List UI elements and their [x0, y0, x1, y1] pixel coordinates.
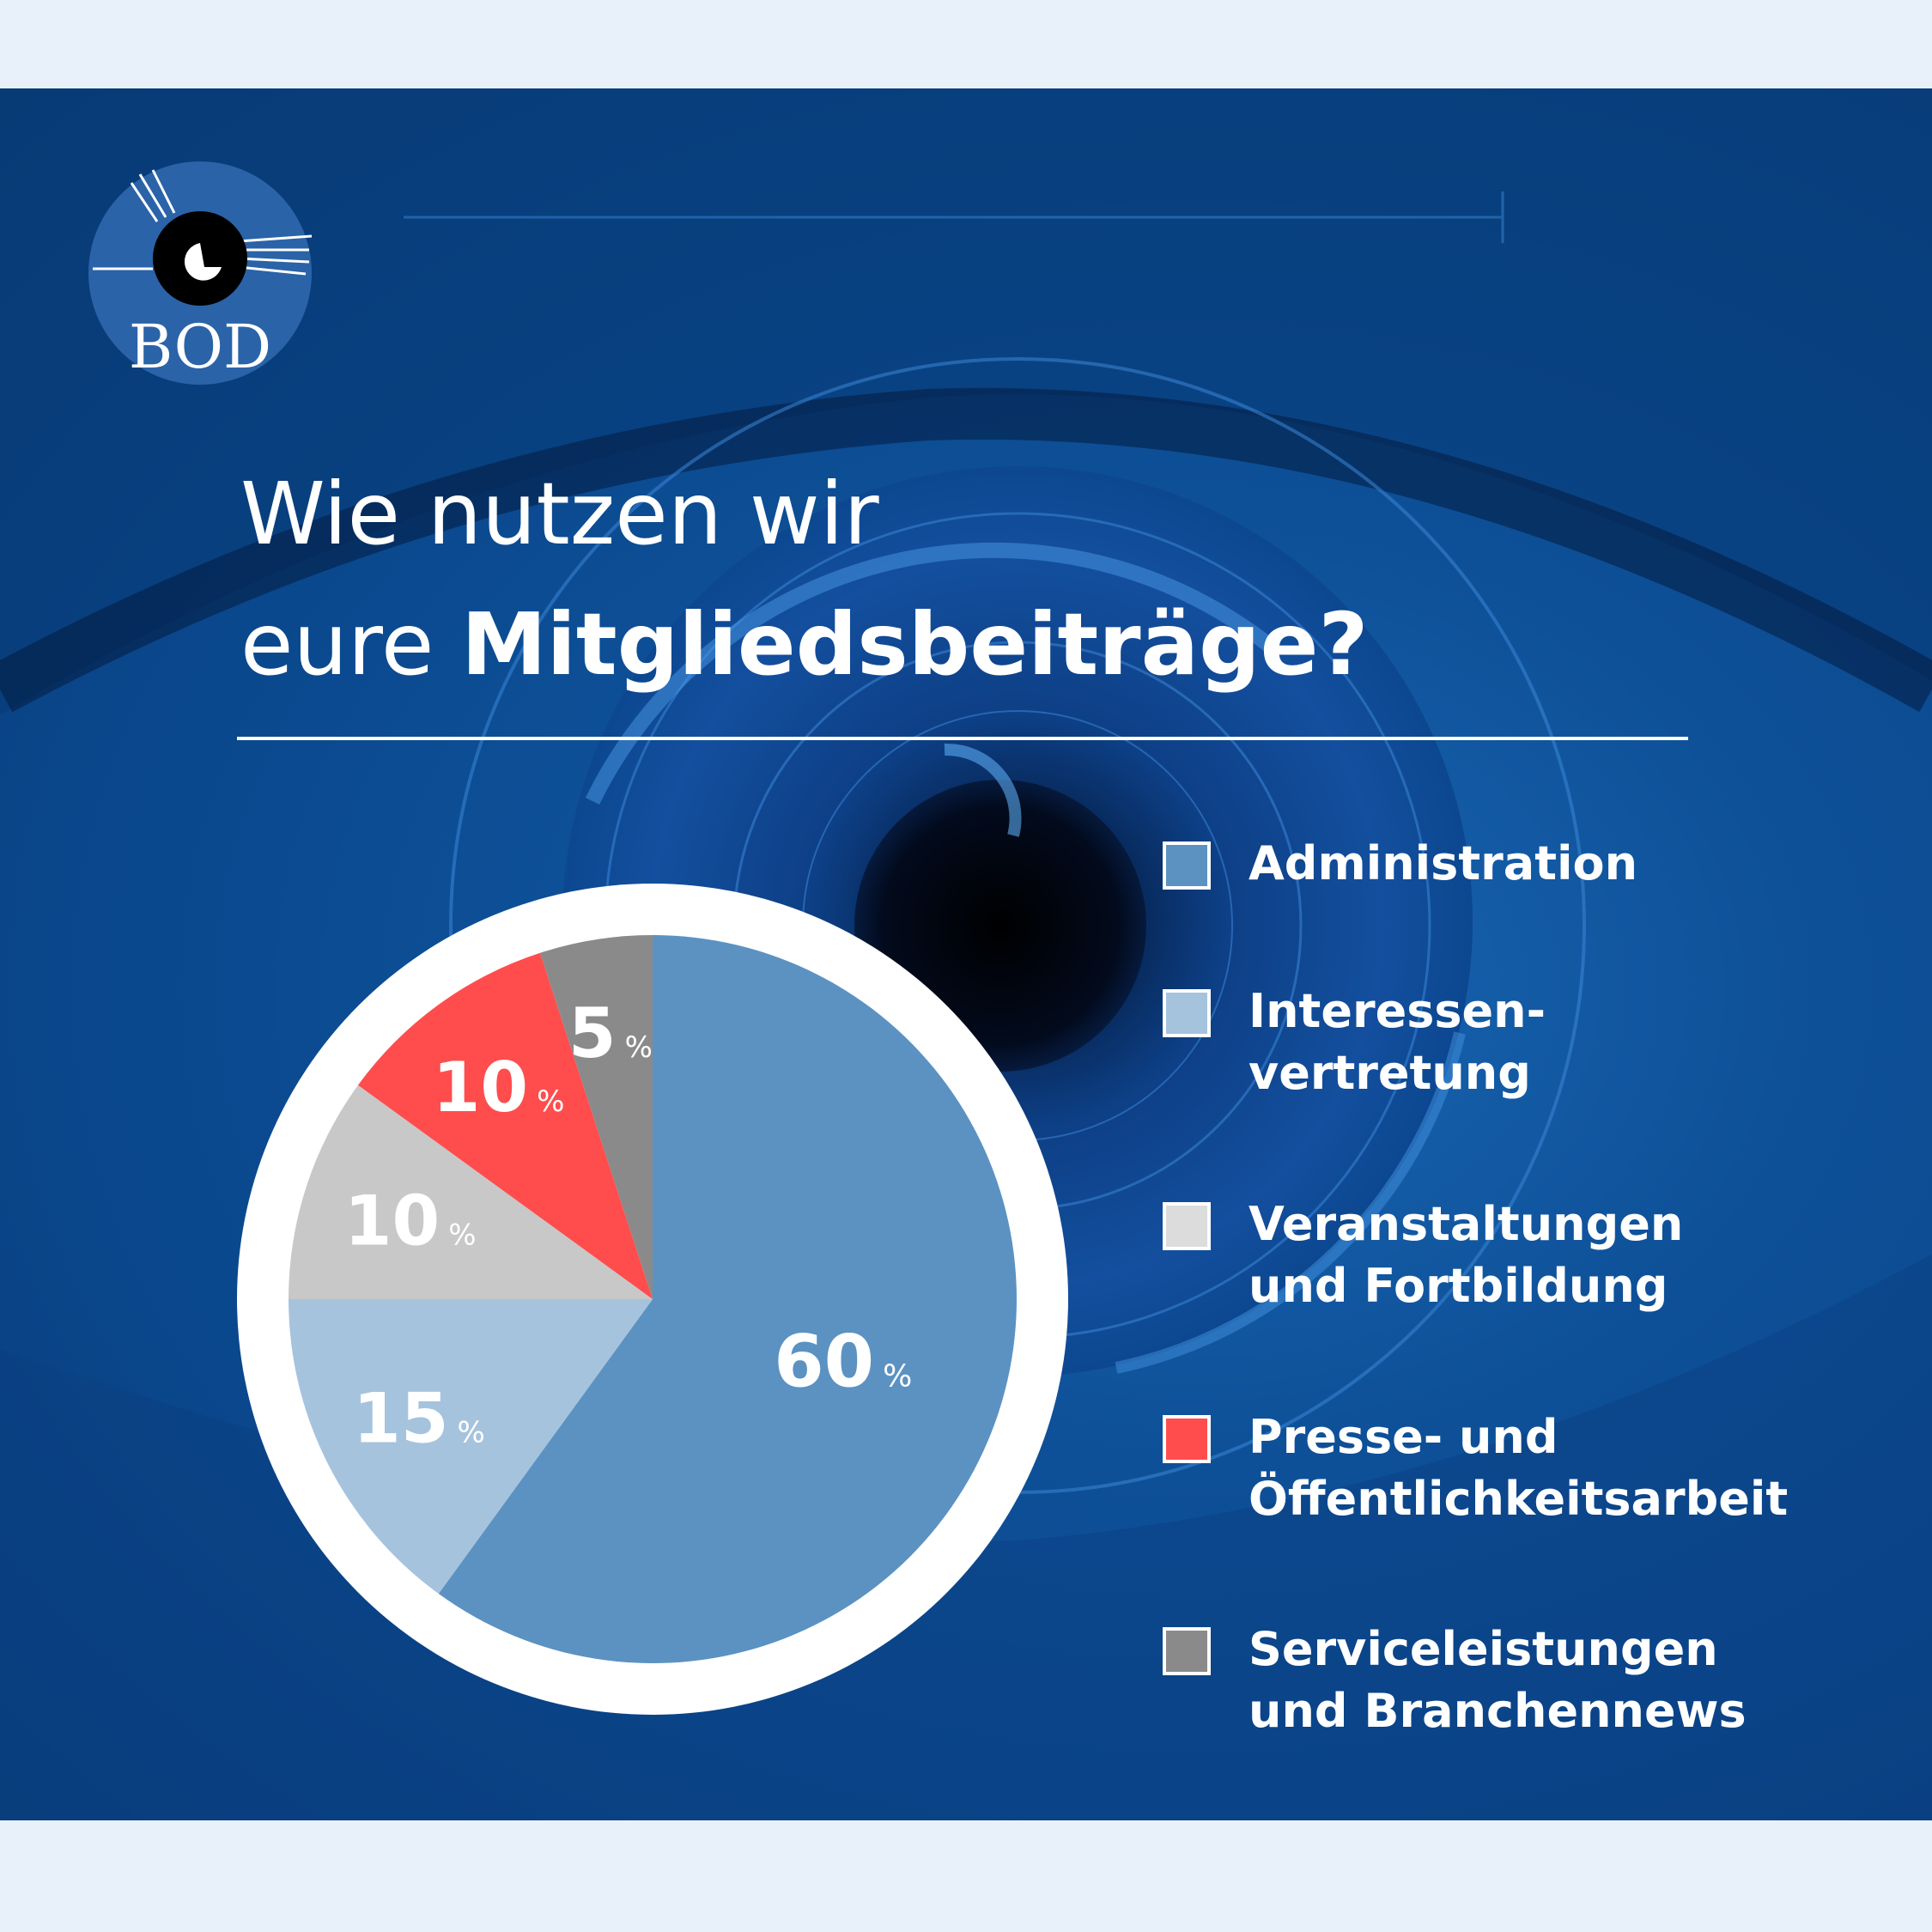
legend-label: Administration [1249, 833, 1637, 895]
pie-chart: 60 %15 %10 %10 %5% [237, 884, 1068, 1715]
pie-label-value: 10 [344, 1181, 440, 1261]
pie-label-value: 5 [568, 993, 617, 1073]
title-line-2-bold: Mitgliedsbeiträge? [461, 594, 1369, 695]
title-line-1: Wie nutzen wir [240, 464, 879, 564]
pie-slice-administration [438, 935, 1018, 1663]
pie-label-administration: 60% [774, 1319, 912, 1403]
pie-slice-service [539, 935, 653, 1299]
legend-label: Interessen-vertretung [1249, 981, 1546, 1104]
legend-label-line: und Branchennews [1249, 1684, 1747, 1738]
pie-label-veranstaltungen: 10% [344, 1181, 477, 1261]
pie-label-unit: % [625, 1030, 653, 1065]
pie-label-presse: 10% [433, 1048, 565, 1127]
legend-swatch [1163, 1627, 1211, 1675]
pie-label-value: 15 [353, 1379, 448, 1459]
legend-label: Presse- und Öffentlichkeitsarbeit [1249, 1406, 1788, 1530]
pie-slice-interessenvertretung [289, 1299, 653, 1595]
tech-arc-3 [1115, 1031, 1466, 1374]
bod-logo: BOD [88, 161, 313, 385]
pie-slices [289, 935, 1018, 1663]
legend-label: Veranstaltungen und Fortbildung [1249, 1194, 1683, 1317]
pie-label-value: 60 [774, 1319, 874, 1403]
legend-label-line: Interessen- [1249, 984, 1546, 1038]
tech-arc-1 [585, 542, 1276, 805]
legend-swatch [1163, 1415, 1211, 1463]
pie-label-service: 5% [568, 993, 653, 1073]
top-ruler [404, 191, 1504, 243]
legend-label-line: Veranstaltungen [1249, 1197, 1684, 1251]
pie-label-unit: % [883, 1358, 912, 1394]
pie-label-interessenvertretung: 15% [353, 1379, 485, 1459]
legend-label-line: Serviceleistungen [1249, 1622, 1718, 1676]
pie-label-unit: % [448, 1218, 476, 1252]
legend-swatch [1163, 841, 1211, 890]
legend-swatch [1163, 989, 1211, 1037]
legend-label-line: Administration [1249, 836, 1638, 890]
logo-text: BOD [129, 312, 271, 382]
title-line-2-regular: eure [240, 594, 462, 695]
legend-label-line: Presse- und [1249, 1410, 1558, 1464]
pie-label-unit: % [458, 1416, 485, 1450]
tech-arc-2 [944, 743, 1022, 837]
title-divider [237, 737, 1688, 740]
legend-label-line: Öffentlichkeitsarbeit [1249, 1472, 1789, 1526]
pie-label-value: 10 [433, 1048, 528, 1127]
legend-label: Serviceleistungen und Branchennews [1249, 1619, 1747, 1742]
pie-slice-presse [357, 952, 653, 1299]
pie-labels: 60 %15 %10 %10 %5% [344, 993, 912, 1458]
legend-label-line: und Fortbildung [1249, 1259, 1668, 1313]
legend-swatch [1163, 1202, 1211, 1250]
pie-slice-veranstaltungen [289, 1084, 653, 1299]
legend-label-line: vertretung [1249, 1046, 1531, 1100]
lower-eyelid-shape [0, 1254, 1932, 1820]
pie-label-unit: % [537, 1084, 564, 1119]
infographic-poster: BOD Wie nutzen wir eure Mitgliedsbeiträg… [0, 88, 1932, 1820]
upper-lash-shadow [0, 387, 1932, 713]
page-title: Wie nutzen wir eure Mitgliedsbeiträge? [240, 449, 1369, 710]
upper-eyelid-shape [0, 88, 1932, 715]
